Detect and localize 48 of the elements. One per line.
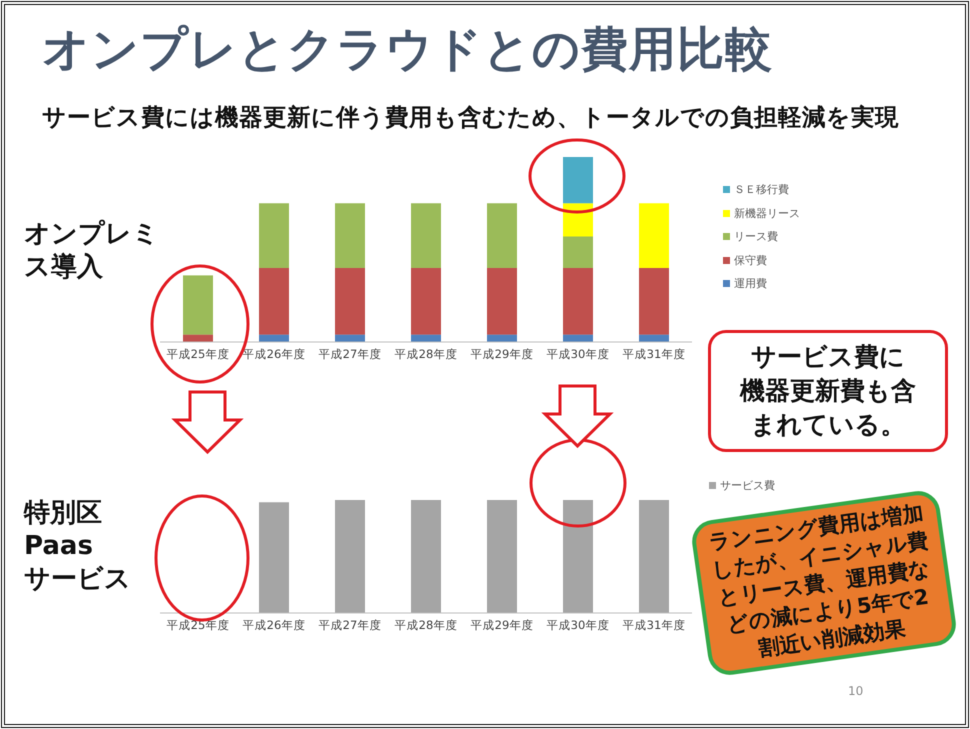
bar bbox=[411, 334, 441, 342]
bar bbox=[259, 268, 289, 335]
x-tick-label: 平成29年度 bbox=[470, 347, 534, 362]
chart-title: オンプレとクラウドとの費用比較 bbox=[42, 21, 773, 79]
bar bbox=[411, 203, 441, 268]
text: ランニング費用は増加したが、イニシャル費とリース費、運用費などの減により5年で2割近い削減効果 bbox=[706, 500, 933, 663]
legend-label: サービス費 bbox=[720, 478, 775, 494]
x-tick-label: 平成31年度 bbox=[622, 347, 686, 362]
bar bbox=[487, 203, 517, 268]
bar bbox=[639, 334, 669, 342]
bar bbox=[411, 268, 441, 335]
bar bbox=[335, 203, 365, 268]
bar bbox=[183, 334, 213, 342]
bar bbox=[639, 268, 669, 335]
x-tick-label: 平成26年度 bbox=[242, 618, 306, 632]
chart-subtitle: サービス費には機器更新に伴う費用も含むため、トータルでの負担軽減を実現 bbox=[42, 102, 899, 133]
bar bbox=[639, 203, 669, 268]
text: 10 bbox=[848, 684, 864, 698]
bar bbox=[335, 268, 365, 335]
legend-label: ＳＥ移行費 bbox=[734, 182, 789, 198]
bar bbox=[563, 268, 593, 335]
bar bbox=[335, 334, 365, 342]
x-tick-label: 平成31年度 bbox=[622, 618, 686, 632]
y-axis-title: 特別区 Paas サービス bbox=[24, 497, 132, 596]
bar bbox=[563, 203, 593, 237]
legend-label: 新機器リース bbox=[734, 206, 800, 221]
y-axis-title: オンプレミス導入 bbox=[24, 218, 160, 284]
legend-label: リース費 bbox=[734, 229, 778, 244]
x-tick-label: 平成28年度 bbox=[394, 347, 458, 362]
bar bbox=[487, 268, 517, 335]
legend-label: 運用費 bbox=[734, 276, 767, 292]
x-tick-label: 平成28年度 bbox=[394, 618, 458, 632]
x-tick-label: 平成25年度 bbox=[166, 347, 230, 362]
bar bbox=[259, 203, 289, 268]
bar bbox=[563, 334, 593, 342]
bar bbox=[563, 157, 593, 204]
x-tick-label: 平成27年度 bbox=[318, 618, 382, 632]
x-tick-label: 平成27年度 bbox=[318, 347, 382, 362]
bar bbox=[183, 275, 213, 335]
x-tick-label: 平成30年度 bbox=[546, 618, 610, 632]
x-tick-label: 平成29年度 bbox=[470, 618, 534, 632]
x-tick-label: 平成30年度 bbox=[546, 347, 610, 362]
legend-label: 保守費 bbox=[734, 252, 767, 268]
text: サービス費に機器更新費も含まれている。 bbox=[739, 341, 917, 441]
bar bbox=[259, 334, 289, 342]
x-tick-label: 平成26年度 bbox=[242, 347, 306, 362]
bar bbox=[487, 334, 517, 342]
bar bbox=[563, 236, 593, 268]
